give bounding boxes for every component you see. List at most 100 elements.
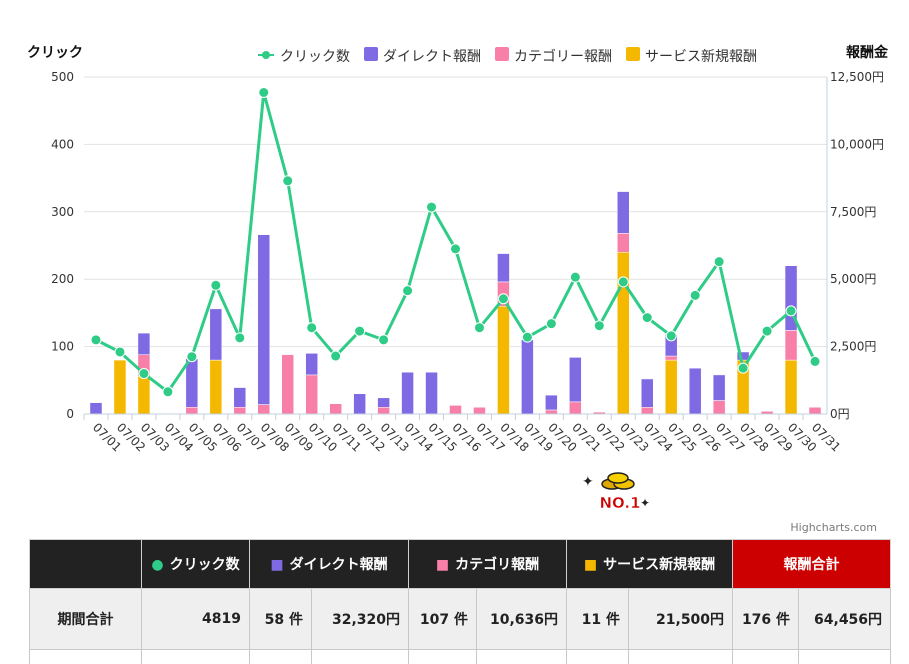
badge-text: NO.1: [599, 494, 640, 512]
y-left-tick-label: 200: [51, 272, 74, 286]
header-service-label: サービス新規報酬: [603, 557, 715, 573]
header-blank: [30, 540, 142, 589]
click-point: [139, 369, 149, 379]
direct-amount: 32,320円: [312, 589, 409, 650]
bar-segment: [569, 402, 581, 414]
y-right-tick-label: 0円: [830, 407, 850, 421]
click-point: [522, 332, 532, 342]
bar-segment: [258, 235, 270, 405]
click-point: [451, 244, 461, 254]
bar-segment: [258, 405, 270, 414]
bar-segment: [354, 394, 366, 414]
click-point: [91, 335, 101, 345]
bar-segment: [713, 375, 725, 401]
legend-swatch-icon: [364, 47, 378, 61]
sparkle-icon: ✦: [582, 474, 594, 490]
bar-segment: [545, 395, 557, 410]
direct-count: 58 件: [250, 589, 312, 650]
summary-table: ●クリック数 ■ダイレクト報酬 ■カテゴリ報酬 ■サービス新規報酬 報酬合計 期…: [29, 539, 891, 664]
summary-extra-row: [30, 650, 891, 664]
bar-segment: [473, 407, 485, 414]
bar-segment: [234, 388, 246, 408]
total-amount: 64,456円: [799, 589, 891, 650]
bar-segment: [569, 357, 581, 401]
chart-legend[interactable]: クリック数ダイレクト報酬カテゴリー報酬サービス新規報酬: [258, 47, 757, 65]
direct-square-icon: ■: [270, 557, 283, 573]
click-point: [642, 313, 652, 323]
click-point: [163, 387, 173, 397]
row-label: 期間合計: [30, 589, 142, 650]
bar-segment: [521, 340, 533, 414]
bar-segment: [234, 407, 246, 414]
bar-segment: [785, 360, 797, 414]
click-point: [235, 333, 245, 343]
click-point: [307, 323, 317, 333]
legend-marker-icon: [262, 51, 270, 59]
header-category: ■カテゴリ報酬: [409, 540, 567, 589]
click-point: [714, 257, 724, 267]
bar-segment: [402, 372, 414, 414]
y-right-tick-label: 5,000円: [830, 272, 876, 286]
y-axis-left-title: クリック: [27, 45, 83, 61]
clicks-dot-icon: ●: [151, 557, 163, 573]
bar-segment: [378, 398, 390, 407]
legend-label: カテゴリー報酬: [514, 48, 612, 65]
bar-segment: [186, 407, 198, 414]
bar-segment: [450, 405, 462, 414]
y-left-tick-label: 0: [66, 407, 74, 421]
y-left-tick-label: 500: [51, 70, 74, 84]
header-service: ■サービス新規報酬: [567, 540, 733, 589]
bar-series-group: [90, 192, 821, 414]
click-point: [594, 321, 604, 331]
bar-segment: [426, 372, 438, 414]
click-point: [546, 319, 556, 329]
bar-segment: [138, 333, 150, 355]
y-left-tick-label: 400: [51, 137, 74, 151]
click-point: [810, 356, 820, 366]
click-point: [690, 290, 700, 300]
click-point: [187, 352, 197, 362]
total-count: 176 件: [733, 589, 799, 650]
bar-segment: [617, 233, 629, 252]
bar-segment: [210, 309, 222, 360]
click-point: [666, 331, 676, 341]
click-point: [259, 88, 269, 98]
bar-segment: [186, 359, 198, 408]
click-point: [498, 294, 508, 304]
click-point: [570, 272, 580, 282]
bar-segment: [545, 410, 557, 414]
bar-segment: [210, 360, 222, 414]
y-left-tick-label: 100: [51, 340, 74, 354]
bar-segment: [809, 407, 821, 414]
click-point: [355, 326, 365, 336]
click-point: [474, 323, 484, 333]
combo-chart: クリック 報酬金 クリック数ダイレクト報酬カテゴリー報酬サービス新規報酬 010…: [0, 0, 909, 520]
summary-data-row: 期間合計 4819 58 件 32,320円 107 件 10,636円 11 …: [30, 589, 891, 650]
y-right-tick-label: 7,500円: [830, 205, 876, 219]
click-point: [115, 347, 125, 357]
legend-label: サービス新規報酬: [645, 49, 757, 65]
service-count: 11 件: [567, 589, 629, 650]
bar-segment: [689, 368, 701, 414]
line-series-group: [91, 88, 820, 397]
header-total: 報酬合計: [733, 540, 891, 589]
bar-segment: [306, 375, 318, 414]
bar-segment: [497, 306, 509, 414]
highcharts-credit[interactable]: Highcharts.com: [790, 521, 877, 534]
click-point: [379, 335, 389, 345]
bar-segment: [617, 192, 629, 234]
chart-axes: 01002003004005000円2,500円5,000円7,500円10,0…: [51, 70, 884, 455]
category-amount: 10,636円: [477, 589, 567, 650]
click-point: [211, 280, 221, 290]
bar-segment: [114, 360, 126, 414]
clicks-total: 4819: [142, 589, 250, 650]
legend-label: ダイレクト報酬: [383, 49, 481, 65]
click-point: [331, 351, 341, 361]
bar-segment: [282, 355, 294, 414]
svg-text:✦: ✦: [640, 496, 650, 510]
bar-segment: [90, 403, 102, 414]
summary-header-row: ●クリック数 ■ダイレクト報酬 ■カテゴリ報酬 ■サービス新規報酬 報酬合計: [30, 540, 891, 589]
header-category-label: カテゴリ報酬: [455, 557, 539, 573]
bar-segment: [138, 376, 150, 414]
bar-segment: [378, 407, 390, 414]
